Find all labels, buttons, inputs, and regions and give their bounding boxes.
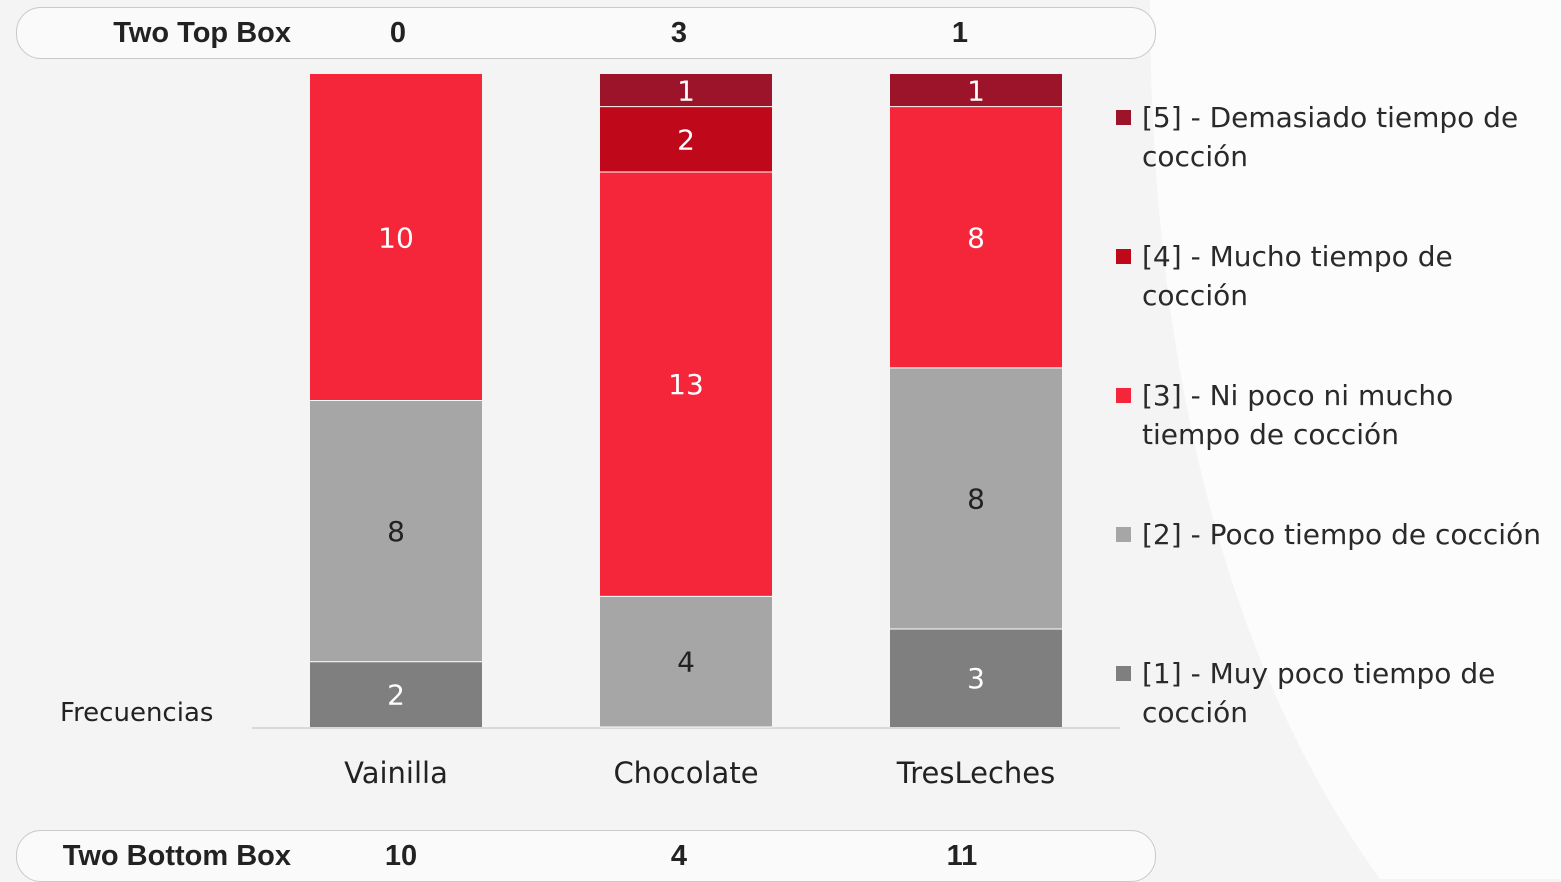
bar-segment-chocolate-level-2 (600, 596, 772, 727)
legend-item: [2] - Poco tiempo de cocción (1116, 515, 1561, 654)
y-axis-label: Frecuencias (60, 698, 214, 728)
legend-label: [3] - Ni poco ni mucho tiempo de cocción (1142, 379, 1454, 451)
two-bottom-box-value-vainilla: 10 (384, 840, 418, 872)
two-bottom-box-value-chocolate: 4 (670, 840, 688, 872)
data-label-chocolate-level-2: 4 (677, 646, 695, 679)
two-top-box-label: Two Top Box (113, 17, 291, 49)
bar-segment-tresleches-level-2 (890, 367, 1062, 630)
legend-label: [5] - Demasiado tiempo de cocción (1142, 101, 1519, 173)
bar-segment-chocolate-level-3 (600, 171, 772, 597)
legend-swatch (1116, 249, 1131, 264)
data-label-vainilla-level-1: 2 (387, 678, 405, 711)
category-label-tresleches: TresLeches (896, 756, 1055, 790)
data-label-vainilla-level-3: 10 (378, 221, 414, 254)
legend-label: [2] - Poco tiempo de cocción (1142, 518, 1541, 551)
legend-item: [4] - Mucho tiempo de cocción (1116, 237, 1561, 376)
data-label-chocolate-level-4: 2 (677, 123, 695, 156)
legend-swatch (1116, 666, 1131, 681)
bar-segment-vainilla-level-3 (310, 74, 482, 401)
two-top-box-value-chocolate: 3 (670, 17, 688, 49)
legend-swatch (1116, 110, 1131, 125)
two-top-box-value-tresleches: 1 (951, 17, 969, 49)
data-label-tresleches-level-5: 1 (967, 74, 985, 107)
two-bottom-box-row: Two Bottom Box 10 4 11 (16, 830, 1156, 882)
data-label-tresleches-level-2: 8 (967, 482, 985, 515)
two-bottom-box-value-tresleches: 11 (946, 840, 978, 872)
bar-segment-tresleches-level-3 (890, 106, 1062, 368)
legend-label: [4] - Mucho tiempo de cocción (1142, 240, 1453, 312)
category-label-vainilla: Vainilla (344, 756, 448, 790)
bar-segment-tresleches-level-5 (890, 74, 1062, 107)
legend-item: [3] - Ni poco ni mucho tiempo de cocción (1116, 376, 1561, 515)
legend-swatch (1116, 388, 1131, 403)
two-top-box-row: Two Top Box 0 3 1 (16, 7, 1156, 59)
bar-segment-vainilla-level-2 (310, 400, 482, 662)
two-top-box-value-vainilla: 0 (389, 17, 407, 49)
bar-segment-chocolate-level-4 (600, 106, 772, 172)
bar-segment-vainilla-level-1 (310, 661, 482, 727)
data-label-tresleches-level-1: 3 (967, 662, 985, 695)
chart-legend: [5] - Demasiado tiempo de cocción [4] - M… (1116, 98, 1561, 793)
data-label-chocolate-level-5: 1 (677, 74, 695, 107)
bar-segment-chocolate-level-5 (600, 74, 772, 107)
legend-swatch (1116, 527, 1131, 542)
legend-item: [1] - Muy poco tiempo de cocción (1116, 654, 1561, 793)
two-bottom-box-label: Two Bottom Box (62, 840, 291, 872)
data-label-chocolate-level-3: 13 (668, 368, 704, 401)
category-label-chocolate: Chocolate (613, 756, 758, 790)
legend-item: [5] - Demasiado tiempo de cocción (1116, 98, 1561, 237)
legend-label: [1] - Muy poco tiempo de cocción (1142, 657, 1496, 729)
bar-segment-tresleches-level-1 (890, 629, 1062, 727)
data-label-vainilla-level-2: 8 (387, 515, 405, 548)
data-label-tresleches-level-3: 8 (967, 221, 985, 254)
